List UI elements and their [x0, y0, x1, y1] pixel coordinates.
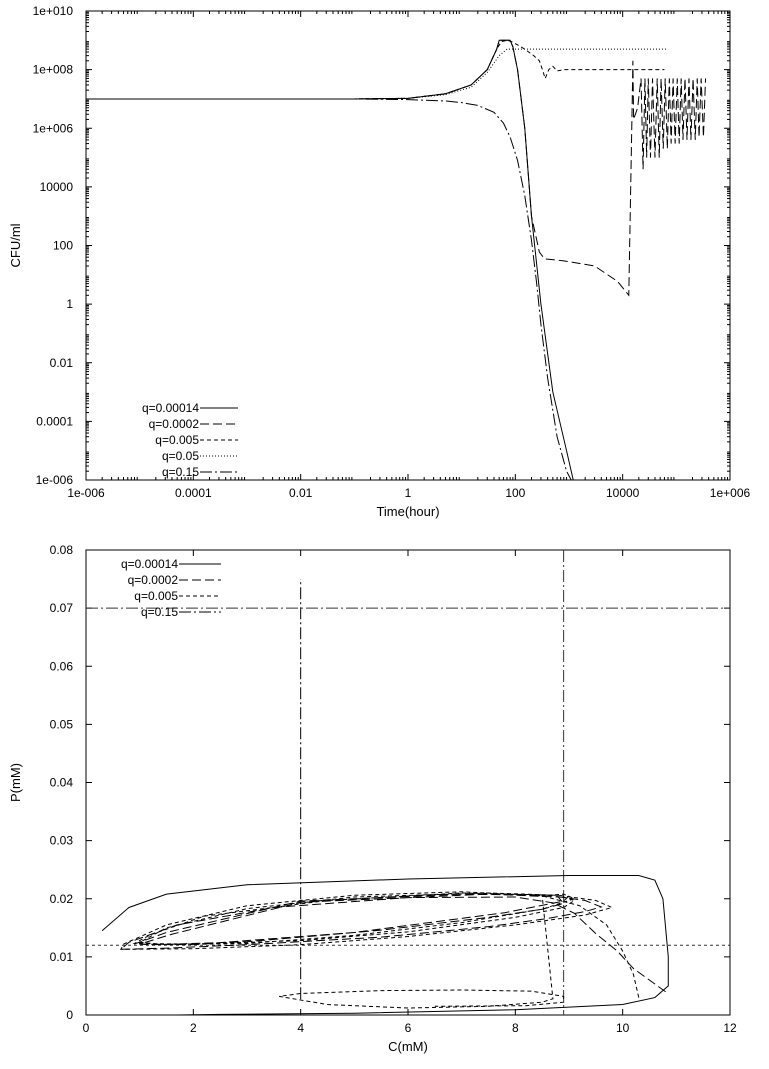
series-line-1	[101, 875, 669, 1015]
x-tick-label: 1e+006	[710, 486, 751, 500]
legend-label: q=0.15	[162, 465, 199, 479]
y-tick-label: 1	[66, 297, 73, 311]
legend-label: q=0.005	[134, 589, 178, 603]
y-axis-label: CFU/ml	[8, 223, 23, 267]
series-line-2	[86, 39, 707, 297]
legend-label: q=0.00014	[121, 557, 178, 571]
x-tick-label: 4	[297, 1021, 304, 1035]
legend-label: q=0.15	[141, 605, 178, 619]
series-line-3	[120, 891, 640, 1009]
y-tick-label: 0.0001	[36, 414, 73, 428]
y-tick-label: 10000	[40, 180, 74, 194]
x-tick-label: 6	[405, 1021, 412, 1035]
chart-2: 0 2 4 6 8 10 12 0 0.01 0.02 0.03 0.04 0.05 0.06 0.07 0.…	[8, 543, 737, 1054]
x-tick-label: 1e-006	[67, 486, 105, 500]
legend: q=0.00014 q=0.0002 q=0.005 q=0.05 q=0.15	[142, 401, 238, 479]
x-axis-label: C(mM)	[388, 1039, 428, 1054]
plot-area	[86, 39, 707, 480]
legend-label: q=0.00014	[142, 401, 199, 415]
y-tick-label: 1e+006	[33, 121, 74, 135]
legend-label: q=0.0002	[128, 573, 179, 587]
y-tick-label: 0.01	[50, 356, 74, 370]
series-line-5	[86, 98, 572, 480]
legend-label: q=0.005	[155, 433, 199, 447]
x-tick-label: 100	[505, 486, 525, 500]
y-tick-label: 100	[53, 239, 73, 253]
y-tick-label: 0	[66, 1008, 73, 1022]
x-tick-label: 2	[190, 1021, 197, 1035]
plot-area	[86, 550, 730, 1015]
chart-1: 1e-006 0.0001 0.01 1 100 10000 1e+006 1e-006 0.0…	[8, 4, 751, 519]
x-tick-label: 1	[405, 486, 412, 500]
y-tick-label: 0.06	[50, 659, 74, 673]
x-tick-label: 0	[83, 1021, 90, 1035]
x-tick-label: 8	[512, 1021, 519, 1035]
x-axis-label: Time(hour)	[376, 504, 439, 519]
y-tick-label: 0.07	[50, 601, 74, 615]
legend: q=0.00014 q=0.0002 q=0.005 q=0.15	[121, 557, 221, 619]
x-tick-label: 10000	[606, 486, 640, 500]
y-tick-label: 1e+010	[33, 4, 74, 18]
legend-label: q=0.0002	[149, 417, 200, 431]
y-tick-label: 0.03	[50, 834, 74, 848]
x-tick-label: 0.0001	[175, 486, 212, 500]
y-tick-label: 0.08	[50, 543, 74, 557]
x-tick-label: 10	[616, 1021, 630, 1035]
y-tick-label: 0.05	[50, 717, 74, 731]
y-tick-label: 1e+008	[33, 63, 74, 77]
legend-label: q=0.05	[162, 449, 199, 463]
x-tick-label: 0.01	[289, 486, 313, 500]
y-tick-label: 0.02	[50, 892, 74, 906]
series-line-3	[86, 39, 665, 100]
x-tick-label: 12	[723, 1021, 737, 1035]
y-tick-label: 1e-006	[36, 473, 74, 487]
y-axis-label: P(mM)	[8, 763, 23, 802]
y-tick-label: 0.01	[50, 950, 74, 964]
series-line-4	[86, 48, 669, 100]
y-tick-label: 0.04	[50, 776, 74, 790]
